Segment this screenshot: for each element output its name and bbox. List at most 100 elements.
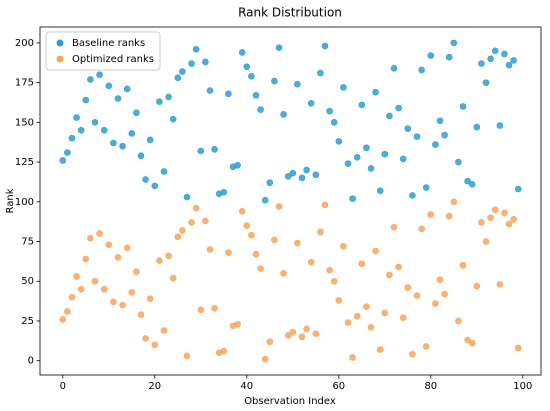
- point: [326, 266, 333, 274]
- point: [399, 314, 407, 322]
- x-tick-label: 60: [332, 381, 345, 392]
- point: [330, 119, 338, 126]
- point: [496, 281, 504, 288]
- point: [303, 325, 310, 333]
- point: [510, 57, 517, 64]
- point: [436, 276, 444, 283]
- point: [372, 247, 379, 255]
- y-tick-label: 150: [15, 117, 34, 128]
- point: [321, 201, 329, 209]
- point: [142, 335, 149, 342]
- point: [298, 333, 306, 341]
- point: [372, 88, 379, 96]
- point: [133, 109, 140, 117]
- point: [514, 344, 522, 352]
- point: [404, 284, 412, 291]
- point: [381, 150, 389, 158]
- point: [491, 47, 499, 55]
- point: [183, 352, 191, 360]
- y-tick-label: 25: [21, 316, 34, 327]
- point: [335, 138, 343, 145]
- point: [317, 69, 324, 77]
- point: [376, 346, 384, 353]
- x-axis-label: Observation Index: [244, 396, 336, 407]
- point: [68, 134, 76, 142]
- point: [128, 289, 136, 296]
- legend-marker: [56, 55, 64, 63]
- point: [340, 84, 347, 91]
- point: [156, 257, 163, 264]
- legend-label: Baseline ranks: [72, 38, 145, 49]
- point: [491, 206, 499, 214]
- point: [284, 331, 292, 339]
- point: [432, 300, 439, 307]
- point: [146, 295, 154, 303]
- point: [418, 66, 425, 74]
- y-axis-label: Rank: [5, 188, 16, 213]
- point: [234, 161, 241, 169]
- point: [275, 44, 283, 51]
- point: [174, 74, 182, 82]
- point: [450, 39, 458, 47]
- point: [169, 274, 177, 282]
- point: [91, 119, 99, 126]
- point: [409, 351, 416, 358]
- point: [445, 53, 453, 61]
- point: [468, 181, 476, 188]
- point: [188, 219, 195, 226]
- point: [257, 106, 264, 113]
- point: [303, 166, 310, 174]
- point: [349, 195, 356, 202]
- point: [413, 133, 421, 140]
- point: [340, 242, 347, 250]
- point: [307, 99, 315, 107]
- point: [261, 355, 269, 363]
- point: [482, 79, 490, 86]
- point: [160, 168, 168, 175]
- point: [473, 123, 481, 131]
- point: [234, 320, 241, 328]
- point: [445, 212, 453, 220]
- x-tick-label: 80: [424, 381, 437, 392]
- point: [386, 271, 393, 279]
- point: [142, 176, 149, 183]
- point: [206, 246, 214, 253]
- point: [179, 68, 186, 75]
- point: [473, 282, 481, 290]
- point: [487, 55, 494, 63]
- point: [100, 126, 108, 134]
- point: [211, 146, 218, 153]
- point: [82, 255, 90, 263]
- point: [64, 149, 71, 156]
- point: [501, 50, 508, 58]
- point: [418, 225, 425, 233]
- y-tick-label: 50: [21, 276, 34, 287]
- point: [427, 211, 435, 218]
- point: [294, 239, 301, 247]
- point: [510, 215, 517, 223]
- x-tick-label: 20: [148, 381, 161, 392]
- point: [280, 111, 287, 118]
- point: [271, 236, 278, 244]
- point: [404, 125, 412, 132]
- point: [441, 290, 448, 298]
- point: [436, 117, 444, 125]
- point: [123, 244, 131, 252]
- point: [280, 270, 287, 277]
- point: [188, 60, 195, 67]
- y-tick-label: 175: [15, 78, 34, 89]
- point: [197, 306, 205, 314]
- point: [225, 249, 232, 256]
- point: [59, 157, 67, 164]
- point: [399, 155, 407, 163]
- y-tick-label: 200: [15, 38, 34, 49]
- point: [459, 103, 467, 110]
- point: [156, 98, 163, 105]
- point: [151, 341, 159, 349]
- point: [496, 122, 504, 129]
- plot-frame: [39, 26, 542, 376]
- point: [238, 49, 246, 56]
- point: [257, 265, 264, 272]
- y-tick-label: 125: [15, 157, 34, 168]
